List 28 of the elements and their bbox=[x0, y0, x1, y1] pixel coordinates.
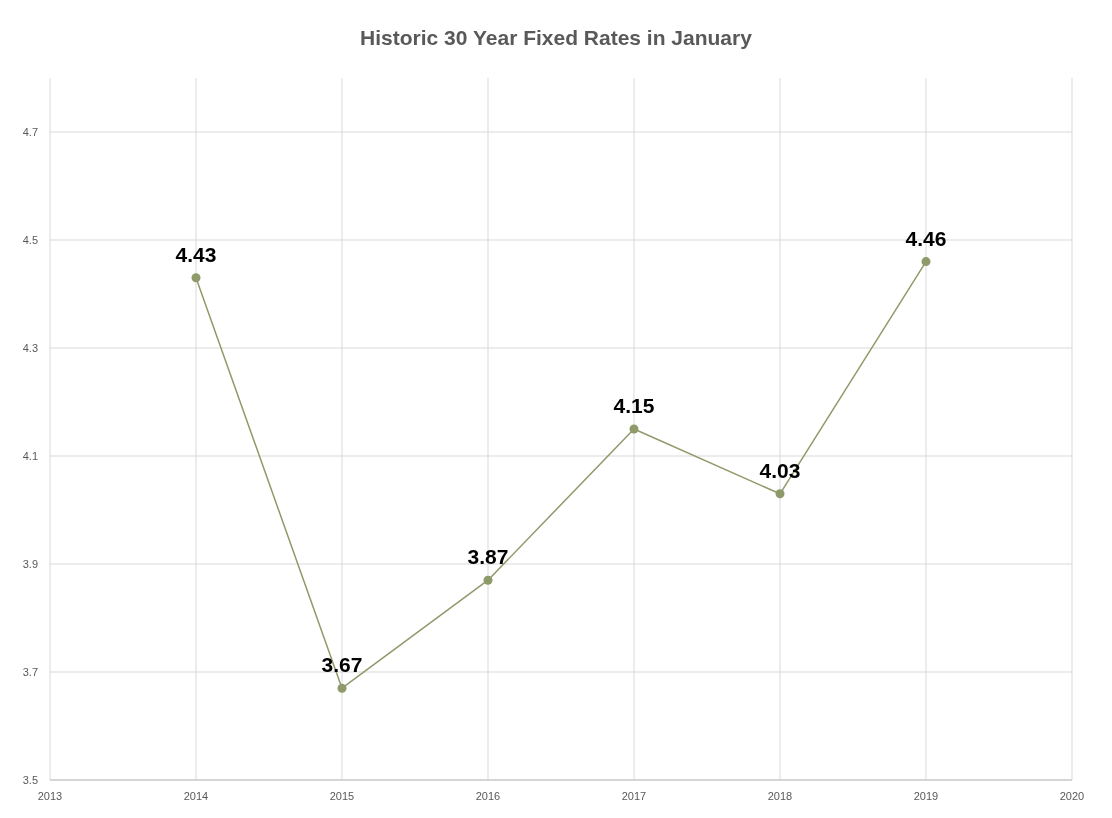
x-tick-label: 2018 bbox=[767, 790, 793, 802]
x-tick-label: 2015 bbox=[329, 790, 355, 802]
data-label: 3.87 bbox=[467, 545, 509, 569]
x-tick-label: 2020 bbox=[1059, 790, 1085, 802]
chart-title: Historic 30 Year Fixed Rates in January bbox=[360, 26, 753, 49]
point bbox=[483, 575, 493, 585]
y-tick-label: 3.7 bbox=[22, 666, 38, 678]
point bbox=[629, 424, 639, 434]
x-tick-label: 2017 bbox=[621, 790, 647, 802]
data-label: 4.15 bbox=[613, 394, 655, 417]
y-tick-label: 4.5 bbox=[22, 234, 38, 246]
y-tick-label: 4.7 bbox=[22, 126, 38, 138]
x-tick-label: 2014 bbox=[183, 790, 209, 802]
data-label: 3.67 bbox=[321, 653, 363, 677]
data-label: 4.43 bbox=[175, 242, 217, 266]
y-tick-label: 3.5 bbox=[22, 774, 38, 786]
x-tick-label: 2013 bbox=[37, 790, 63, 802]
data-label: 4.03 bbox=[759, 458, 801, 482]
point bbox=[921, 257, 931, 267]
y-tick-label: 4.3 bbox=[22, 342, 38, 354]
y-tick-label: 3.9 bbox=[22, 558, 38, 570]
data-label: 4.46 bbox=[905, 226, 947, 250]
point bbox=[337, 683, 347, 693]
point bbox=[775, 489, 785, 499]
y-tick-label: 4.1 bbox=[22, 450, 38, 462]
point bbox=[191, 273, 201, 283]
x-tick-label: 2019 bbox=[913, 790, 939, 802]
x-tick-label: 2016 bbox=[475, 790, 501, 802]
